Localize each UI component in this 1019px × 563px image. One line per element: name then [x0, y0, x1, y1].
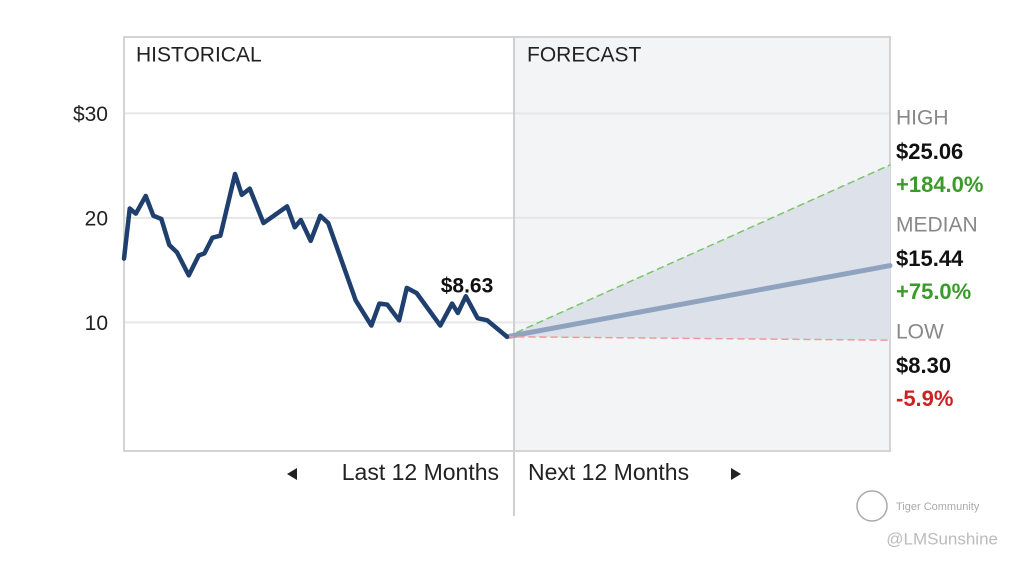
line	[506, 164, 891, 338]
change-label: +75.0%	[896, 279, 971, 304]
arrow-left	[287, 468, 297, 480]
change-label: +184.0%	[896, 172, 983, 197]
value-label: $25.06	[896, 139, 963, 164]
value-label: $15.44	[896, 246, 964, 271]
period-label: Last 12 Months	[342, 459, 499, 485]
legend-label: LOW	[896, 321, 944, 344]
legend-label: HIGH	[896, 107, 949, 130]
forecast-range	[507, 164, 890, 341]
line	[121, 171, 510, 339]
period-label: Next 12 Months	[528, 459, 689, 485]
arrow-right	[731, 468, 741, 480]
value-label: $8.30	[896, 353, 951, 378]
region-label: FORECAST	[527, 44, 642, 67]
watermark: Tiger Community	[896, 501, 980, 513]
y-tick-label: 10	[85, 312, 108, 335]
y-tick-label: 20	[85, 207, 108, 230]
line	[506, 335, 891, 341]
watermark: @LMSunshine	[886, 529, 998, 548]
legend-label: MEDIAN	[896, 214, 978, 237]
value-label: $8.63	[441, 274, 494, 297]
line	[504, 263, 893, 340]
region-label: HISTORICAL	[136, 44, 262, 67]
change-label: -5.9%	[896, 386, 953, 411]
logo	[856, 490, 888, 522]
y-tick-label: $30	[73, 103, 108, 126]
